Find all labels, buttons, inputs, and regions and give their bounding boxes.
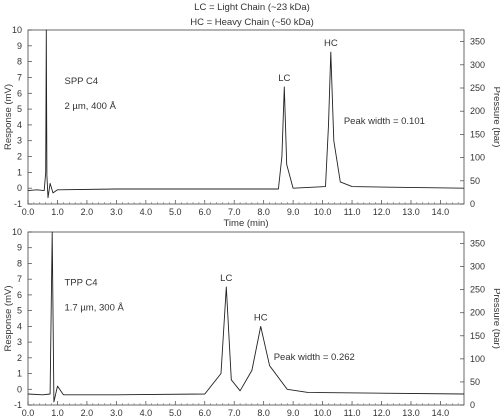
peak-label-hc: HC: [324, 38, 338, 49]
column-name-text: TPP C4: [64, 277, 97, 288]
y2-tick-label: 200: [470, 106, 485, 116]
y-tick-label: 10: [12, 25, 22, 35]
y2-tick-label: 350: [470, 239, 485, 249]
column-spec-text: 1.7 µm, 300 Å: [64, 303, 124, 314]
y-tick-label: 4: [17, 120, 22, 130]
x-tick-label: 8.0: [257, 408, 270, 418]
y2-tick-label: 50: [470, 176, 480, 186]
x-tick-label: 6.0: [198, 207, 211, 217]
column-name-text: SPP C4: [64, 76, 98, 87]
x-axis-label: Time (min): [223, 218, 268, 229]
x-tick-label: 14.0: [432, 207, 450, 217]
x-tick-label: 10.0: [314, 207, 332, 217]
x-tick-label: 5.0: [169, 207, 182, 217]
x-tick-label: 3.0: [110, 207, 123, 217]
peak-label-lc: LC: [220, 273, 232, 284]
y-tick-label: 3: [17, 337, 22, 347]
x-tick-label: 9.0: [287, 207, 300, 217]
y2-axis-label: Pressure (bar): [491, 87, 500, 148]
column-spec-text: 2 µm, 400 Å: [64, 101, 116, 112]
y2-tick-label: 200: [470, 308, 485, 318]
y-tick-label: 0: [17, 384, 22, 394]
y-tick-label: 9: [17, 243, 22, 253]
y-axis-label: Response (mV): [3, 286, 14, 352]
x-tick-label: 7.0: [228, 408, 241, 418]
x-tick-label: 0.0: [22, 207, 35, 217]
peak-label-hc: HC: [254, 312, 268, 323]
y-tick-label: 5: [17, 104, 22, 114]
x-tick-label: 14.0: [432, 408, 450, 418]
y2-tick-label: 250: [470, 83, 485, 93]
y-tick-label: 8: [17, 57, 22, 67]
x-tick-label: 12.0: [373, 408, 391, 418]
chromatogram-panel-tpp: 0.0 1.0 2.0 3.0 4.0 5.0 6.0 7.0 8.0 9.0 10.0 11.0 12…: [3, 227, 500, 418]
x-tick-label: 8.0: [257, 207, 270, 217]
y2-tick-label: 100: [470, 354, 485, 364]
y2-tick-label: 100: [470, 153, 485, 163]
x-tick-label: 4.0: [140, 207, 153, 217]
x-tick-label: 13.0: [402, 408, 420, 418]
x-tick-label: 0.0: [22, 408, 35, 418]
x-tick-label: 11.0: [344, 207, 361, 217]
x-tick-label: 5.0: [169, 408, 182, 418]
x-tick-label: 2.0: [81, 207, 94, 217]
y-tick-label: 10: [12, 227, 22, 237]
y-tick-label: 3: [17, 136, 22, 146]
x-tick-label: 10.0: [314, 408, 332, 418]
y-tick-label: 7: [17, 72, 22, 82]
x-tick-label: 7.0: [228, 207, 241, 217]
peak-label-lc: LC: [278, 73, 290, 84]
y2-tick-label: 150: [470, 331, 485, 341]
y-tick-label: 2: [17, 152, 22, 162]
y2-tick-label: 0: [470, 199, 475, 209]
y-tick-label: 6: [17, 290, 22, 300]
y-tick-label: -1: [14, 199, 22, 209]
x-tick-label: 2.0: [81, 408, 94, 418]
peak-width-text: Peak width = 0.101: [344, 116, 425, 127]
y2-tick-label: 50: [470, 377, 480, 387]
y-tick-label: 2: [17, 353, 22, 363]
y-tick-label: 8: [17, 258, 22, 268]
y-tick-label: -1: [14, 400, 22, 410]
x-tick-label: 13.0: [402, 207, 420, 217]
x-tick-label: 11.0: [344, 408, 361, 418]
x-tick-label: 1.0: [51, 207, 64, 217]
x-tick-label: 6.0: [198, 408, 211, 418]
chromatogram-trace: [27, 29, 465, 199]
y-tick-label: 1: [17, 167, 22, 177]
chromatogram-trace: [27, 231, 465, 403]
y2-tick-label: 250: [470, 285, 485, 295]
x-tick-label: 12.0: [373, 207, 391, 217]
legend-line-hc: HC = Heavy Chain (~50 kDa): [190, 17, 314, 28]
y-tick-label: 4: [17, 321, 22, 331]
y2-tick-label: 300: [470, 262, 485, 272]
peak-width-text: Peak width = 0.262: [274, 352, 355, 363]
y2-tick-label: 350: [470, 37, 485, 47]
x-tick-label: 9.0: [287, 408, 300, 418]
x-tick-label: 3.0: [110, 408, 123, 418]
y2-tick-label: 0: [470, 400, 475, 410]
y-tick-label: 6: [17, 88, 22, 98]
y2-tick-label: 300: [470, 60, 485, 70]
y-tick-label: 7: [17, 274, 22, 284]
chromatogram-panel-spp: 0.0 1.0 2.0 3.0 4.0 5.0 6.0 7.0 8.0 9.0 10.0 11.0 12…: [3, 25, 500, 229]
y-tick-label: 1: [17, 369, 22, 379]
x-tick-label: 4.0: [140, 408, 153, 418]
y-tick-label: 0: [17, 183, 22, 193]
y2-axis-label: Pressure (bar): [491, 288, 500, 349]
y-tick-label: 5: [17, 306, 22, 316]
y-axis-label: Response (mV): [3, 84, 14, 150]
y2-tick-label: 150: [470, 129, 485, 139]
x-tick-label: 1.0: [51, 408, 64, 418]
plot-frame: [27, 231, 465, 406]
y-tick-label: 9: [17, 41, 22, 51]
legend-line-lc: LC = Light Chain (~23 kDa): [194, 2, 310, 13]
